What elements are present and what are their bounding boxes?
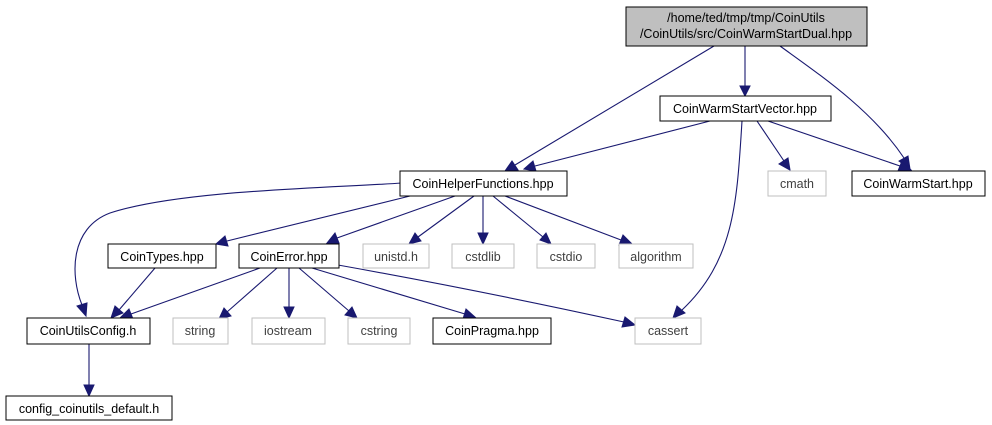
edge-error-to-pragma [311,267,466,315]
arrowhead [522,160,537,172]
node-config-coinutils-default[interactable]: config_coinutils_default.h [5,395,173,421]
edge-helper-to-cstdio [492,195,544,238]
node-coinpragma[interactable]: CoinPragma.hpp [432,317,552,345]
arrowhead [325,232,340,244]
node-cointypes-label: CoinTypes.hpp [120,250,203,264]
edge-error-to-config [130,267,261,315]
node-cmath[interactable]: cmath [767,170,827,197]
edge-types-to-config [118,267,156,311]
edge-error-to-cstring [298,267,350,312]
node-root-label-line2: /CoinUtils/src/CoinWarmStartDual.hpp [640,27,852,41]
arrowhead [110,305,124,319]
node-root[interactable]: /home/ted/tmp/tmp/CoinUtils /CoinUtils/s… [625,6,868,47]
node-coinhelperfunctions[interactable]: CoinHelperFunctions.hpp [399,170,568,197]
node-coinwarmstart[interactable]: CoinWarmStart.hpp [851,170,986,197]
node-string[interactable]: string [172,317,229,345]
node-root-label-line1: /home/ted/tmp/tmp/CoinUtils [667,11,825,25]
node-iostream[interactable]: iostream [251,317,326,345]
node-unistd[interactable]: unistd.h [362,243,430,269]
edge-wsv-to-cassert [681,120,743,311]
node-coinwarmstartvector[interactable]: CoinWarmStartVector.hpp [659,95,832,122]
edge-helper-to-algorithm [504,195,622,241]
edge-root-to-helper [514,45,715,166]
arrowhead [672,305,686,319]
node-coinutilsconfig-label: CoinUtilsConfig.h [40,324,137,338]
node-cstring-label: cstring [361,324,398,338]
node-coinerror[interactable]: CoinError.hpp [238,243,340,269]
arrowhead [283,306,295,320]
arrowhead [621,316,637,328]
node-cointypes[interactable]: CoinTypes.hpp [107,243,217,269]
node-iostream-label: iostream [264,324,312,338]
node-coinhelperfunctions-label: CoinHelperFunctions.hpp [412,177,553,191]
arrowhead [408,232,422,245]
arrowhead [76,302,88,318]
edge-helper-to-types [226,195,411,242]
node-cassert-label: cassert [648,324,689,338]
node-cstdio[interactable]: cstdio [536,243,596,269]
edge-helper-to-config [74,182,403,306]
edge-helper-to-unistd [417,195,475,238]
node-coinwarmstartvector-label: CoinWarmStartVector.hpp [673,102,817,116]
edge-error-to-cassert [337,264,625,323]
node-algorithm-label: algorithm [630,250,681,264]
node-config-coinutils-default-label: config_coinutils_default.h [19,402,159,416]
nodes: /home/ted/tmp/tmp/CoinUtils /CoinUtils/s… [5,6,986,421]
edge-root-to-warmstart [779,45,905,159]
edges [74,45,913,398]
node-coinpragma-label: CoinPragma.hpp [445,324,539,338]
node-coinwarmstart-label: CoinWarmStart.hpp [863,177,972,191]
node-cstring[interactable]: cstring [347,317,411,345]
arrowhead [778,157,791,171]
node-algorithm[interactable]: algorithm [618,243,694,269]
node-string-label: string [185,324,216,338]
edge-wsv-to-helper [534,120,711,167]
edge-helper-to-error [336,195,456,239]
node-cstdio-label: cstdio [550,250,583,264]
arrowhead [477,232,489,246]
node-cmath-label: cmath [780,177,814,191]
edge-error-to-string [226,267,278,313]
node-cstdlib-label: cstdlib [465,250,500,264]
node-coinutilsconfig[interactable]: CoinUtilsConfig.h [26,317,151,345]
node-cassert[interactable]: cassert [634,317,702,345]
arrowhead [214,235,229,247]
node-coinerror-label: CoinError.hpp [250,250,327,264]
node-cstdlib[interactable]: cstdlib [451,243,515,269]
arrowhead [739,85,751,98]
arrowhead [83,384,95,398]
arrowhead [503,160,519,172]
edge-wsv-to-cmath [756,120,785,162]
arrowhead [344,306,358,319]
arrowhead [539,232,552,245]
edge-wsv-to-warmstart [767,120,901,167]
node-unistd-label: unistd.h [374,250,418,264]
